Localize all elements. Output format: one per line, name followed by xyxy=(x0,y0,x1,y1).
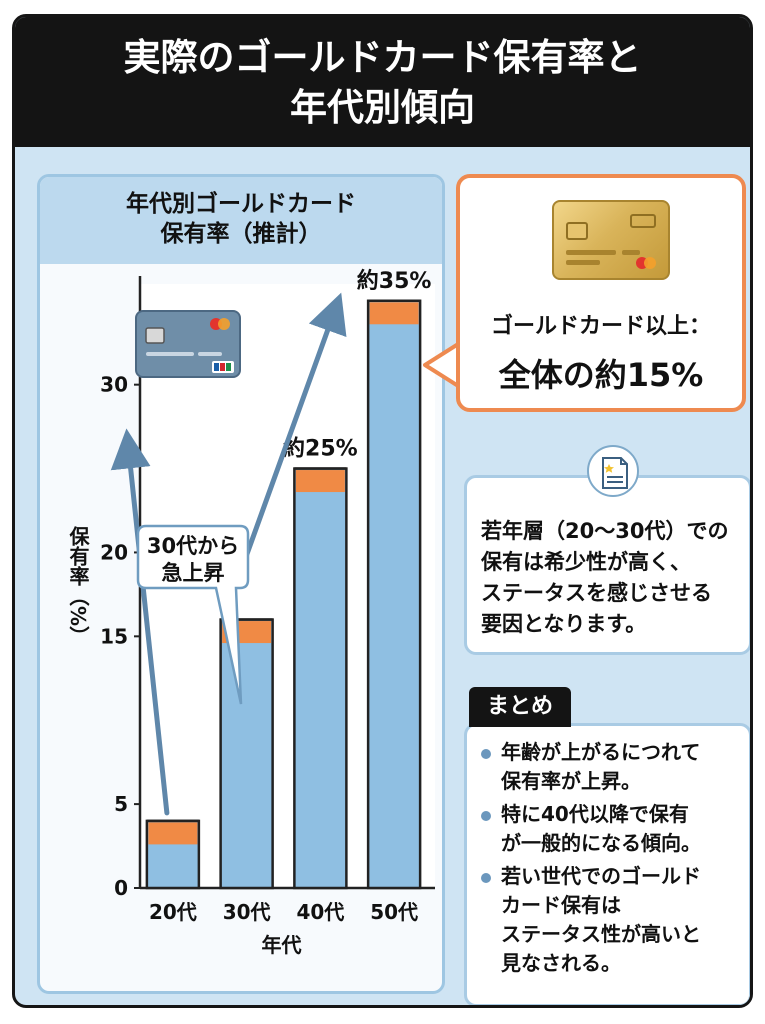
chart-heading-line2: 保有率（推計） xyxy=(160,221,322,247)
gold-credit-card-icon xyxy=(552,200,670,280)
bar-top-segment xyxy=(148,822,198,845)
summary-list: 年齢が上がるにつれて 保有率が上昇。 特に40代以降で保有 が一般的になる傾向。… xyxy=(467,738,749,982)
credit-card-icon xyxy=(135,310,241,378)
x-tick-label: 20代 xyxy=(149,900,197,924)
chart-heading: 年代別ゴールドカード 保有率（推計） xyxy=(40,177,442,264)
summary-tag: まとめ xyxy=(469,687,571,727)
info-text-line4: 要因となります。 xyxy=(481,612,647,636)
chart-panel: 年代別ゴールドカード 保有率（推計） 0 5 15 20 30 保有率（%） 20代 30代 4… xyxy=(37,174,445,994)
x-tick-label: 40代 xyxy=(296,900,344,924)
data-label: 約35% xyxy=(357,268,432,294)
summary-item-line: カード保有は xyxy=(501,893,621,917)
gold-callout-pointer xyxy=(423,339,463,391)
y-tick-label: 5 xyxy=(114,792,128,816)
y-tick-label: 30 xyxy=(100,373,128,397)
bar xyxy=(293,467,348,890)
document-icon xyxy=(587,445,639,497)
bar-top-segment xyxy=(295,470,345,493)
chart-heading-line1: 年代別ゴールドカード xyxy=(126,191,356,217)
x-axis-label: 年代 xyxy=(262,933,302,957)
page-title-line2: 年代別傾向 xyxy=(290,86,475,129)
bar xyxy=(219,618,274,890)
summary-item: 年齢が上がるにつれて 保有率が上昇。 xyxy=(479,738,741,796)
bar-chart: 0 5 15 20 30 保有率（%） 20代 30代 40代 約25% 50代 約35% 年代 30代… xyxy=(66,268,435,957)
callout-text-line2: 急上昇 xyxy=(162,561,225,585)
summary-item: 特に40代以降で保有 が一般的になる傾向。 xyxy=(479,800,741,858)
summary-item-line: ステータス性が高いと xyxy=(501,922,701,946)
gold-card-highlight: ゴールドカード以上： 全体の約15% xyxy=(456,174,746,412)
summary-item-line: 保有率が上昇。 xyxy=(501,769,641,793)
bullet-icon xyxy=(481,811,491,821)
bar xyxy=(366,299,422,890)
summary-item-line: 見なされる。 xyxy=(501,951,621,975)
gold-highlight-label: ゴールドカード以上： xyxy=(490,314,711,339)
summary-item-line: が一般的になる傾向。 xyxy=(501,831,701,855)
y-tick-label: 20 xyxy=(100,540,128,564)
bar-top-segment xyxy=(369,302,419,325)
summary-item: 若い世代でのゴールド カード保有は ステータス性が高いと 見なされる。 xyxy=(479,862,741,978)
summary-item-line: 若い世代でのゴールド xyxy=(501,864,701,888)
infographic-frame: 実際のゴールドカード保有率と 年代別傾向 年代別ゴールドカード 保有率（推計） … xyxy=(12,14,753,1008)
x-tick-label: 30代 xyxy=(223,900,271,924)
x-tick-label: 50代 xyxy=(370,900,418,924)
y-tick-label: 0 xyxy=(114,876,128,900)
bullet-icon xyxy=(481,749,491,759)
info-text-line1: 若年層（20〜30代）での xyxy=(481,519,729,543)
y-tick-label: 15 xyxy=(100,624,128,648)
summary-item-line: 年齢が上がるにつれて xyxy=(501,740,701,764)
data-label: 約25% xyxy=(283,436,358,462)
callout-text-line1: 30代から xyxy=(147,534,239,558)
page-title-line1: 実際のゴールドカード保有率と xyxy=(123,36,642,79)
summary-box: 年齢が上がるにつれて 保有率が上昇。 特に40代以降で保有 が一般的になる傾向。… xyxy=(464,723,750,1005)
info-box: 若年層（20〜30代）での 保有は希少性が高く、 ステータスを感じさせる 要因と… xyxy=(464,475,750,655)
summary-item-line: 特に40代以降で保有 xyxy=(501,802,689,826)
trend-arrow xyxy=(110,428,170,816)
info-text-line3: ステータスを感じさせる xyxy=(481,581,712,605)
info-text: 若年層（20〜30代）での 保有は希少性が高く、 ステータスを感じさせる 要因と… xyxy=(467,516,749,640)
gold-highlight-value: 全体の約15% xyxy=(498,356,704,394)
info-text-line2: 保有は希少性が高く、 xyxy=(481,550,691,574)
bullet-icon xyxy=(481,873,491,883)
page-title: 実際のゴールドカード保有率と 年代別傾向 xyxy=(15,17,750,147)
y-axis-label: 保有率（%） xyxy=(66,526,90,646)
trend-arrow xyxy=(238,292,347,575)
callout-bubble: 30代から 急上昇 xyxy=(136,524,250,705)
